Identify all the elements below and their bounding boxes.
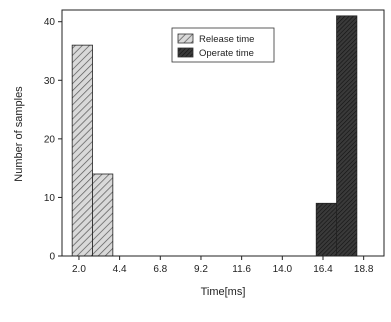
x-tick-label: 16.4 bbox=[313, 264, 333, 275]
x-tick-label: 6.8 bbox=[153, 264, 167, 275]
x-tick-label: 18.8 bbox=[354, 264, 374, 275]
y-tick-label: 40 bbox=[44, 17, 56, 28]
bar-release-1 bbox=[92, 173, 114, 257]
x-tick-label: 11.6 bbox=[232, 264, 251, 275]
plot-area-frame bbox=[61, 9, 385, 257]
legend-swatch-release bbox=[177, 33, 194, 44]
x-tick-label: 2.0 bbox=[72, 264, 86, 275]
x-tick-label: 14.0 bbox=[273, 264, 293, 275]
y-tick-label: 10 bbox=[44, 193, 56, 204]
legend: Release time Operate time bbox=[171, 27, 275, 63]
y-axis-title: Number of samples bbox=[13, 86, 25, 182]
y-tick-label: 0 bbox=[49, 252, 55, 263]
bar-operate-1 bbox=[336, 15, 358, 257]
legend-label-release: Release time bbox=[199, 34, 254, 45]
bar-release-0 bbox=[71, 44, 93, 257]
x-tick-label: 4.4 bbox=[113, 264, 127, 275]
legend-swatch-operate bbox=[177, 47, 194, 58]
bar-operate-0 bbox=[315, 202, 337, 257]
y-tick-label: 20 bbox=[44, 134, 56, 145]
legend-label-operate: Operate time bbox=[199, 48, 254, 59]
x-axis-title: Time[ms] bbox=[201, 286, 246, 298]
y-tick-label: 30 bbox=[44, 76, 56, 87]
x-tick-label: 9.2 bbox=[194, 264, 208, 275]
